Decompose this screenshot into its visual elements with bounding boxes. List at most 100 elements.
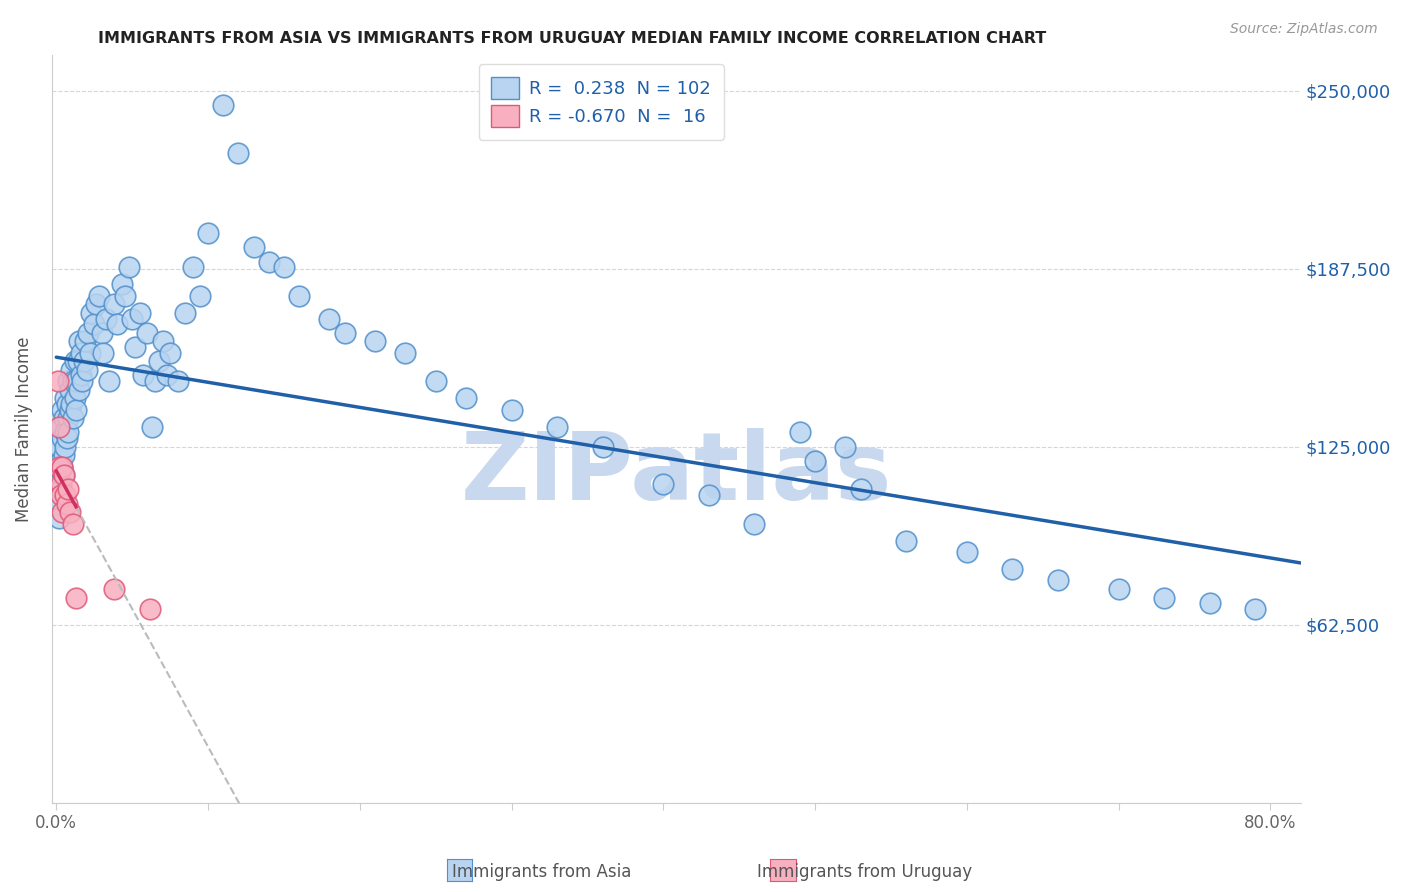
- Point: [159, 345, 181, 359]
- Point: [87, 289, 110, 303]
- Point: [49, 488, 72, 502]
- Point: [174, 306, 197, 320]
- Text: Immigrants from Uruguay: Immigrants from Uruguay: [756, 863, 973, 881]
- Point: [128, 306, 150, 320]
- Point: [59, 505, 82, 519]
- Point: [51, 505, 73, 519]
- Point: [51, 402, 73, 417]
- Point: [333, 326, 356, 340]
- Point: [55, 425, 77, 440]
- Point: [49, 419, 72, 434]
- Point: [103, 297, 125, 311]
- Point: [1198, 596, 1220, 610]
- Point: [90, 326, 112, 340]
- Point: [110, 277, 132, 292]
- Point: [63, 354, 86, 368]
- Point: [49, 454, 72, 468]
- Point: [1244, 602, 1267, 616]
- Point: [143, 374, 166, 388]
- Point: [49, 483, 72, 497]
- Point: [834, 440, 856, 454]
- Point: [166, 374, 188, 388]
- Point: [62, 516, 84, 531]
- Point: [55, 391, 77, 405]
- Point: [744, 516, 766, 531]
- Point: [454, 391, 477, 405]
- Point: [93, 345, 115, 359]
- Point: [141, 419, 163, 434]
- Point: [1153, 591, 1175, 605]
- Point: [77, 326, 100, 340]
- Point: [242, 240, 264, 254]
- Point: [156, 368, 179, 383]
- Point: [318, 311, 340, 326]
- Point: [501, 402, 523, 417]
- Y-axis label: Median Family Income: Median Family Income: [15, 336, 32, 522]
- Point: [66, 354, 89, 368]
- Point: [894, 533, 917, 548]
- Point: [136, 326, 159, 340]
- Point: [58, 374, 80, 388]
- Point: [789, 425, 811, 440]
- Point: [48, 459, 70, 474]
- Point: [58, 483, 80, 497]
- Point: [62, 411, 84, 425]
- Text: Source: ZipAtlas.com: Source: ZipAtlas.com: [1230, 22, 1378, 37]
- Point: [98, 374, 121, 388]
- Point: [56, 431, 79, 445]
- Point: [69, 368, 91, 383]
- Point: [48, 440, 70, 454]
- Point: [51, 431, 73, 445]
- Point: [394, 345, 416, 359]
- Point: [1046, 574, 1069, 588]
- Point: [152, 334, 174, 349]
- Point: [59, 402, 82, 417]
- Point: [63, 391, 86, 405]
- Point: [55, 440, 77, 454]
- Point: [849, 483, 872, 497]
- Point: [48, 511, 70, 525]
- Point: [181, 260, 204, 275]
- Point: [46, 459, 69, 474]
- Point: [103, 582, 125, 596]
- Point: [52, 448, 75, 462]
- Point: [956, 545, 979, 559]
- Point: [56, 397, 79, 411]
- Text: IMMIGRANTS FROM ASIA VS IMMIGRANTS FROM URUGUAY MEDIAN FAMILY INCOME CORRELATION: IMMIGRANTS FROM ASIA VS IMMIGRANTS FROM …: [98, 31, 1046, 46]
- Point: [58, 411, 80, 425]
- Point: [76, 363, 98, 377]
- Point: [132, 368, 155, 383]
- Point: [273, 260, 295, 275]
- Legend: R =  0.238  N = 102, R = -0.670  N =  16: R = 0.238 N = 102, R = -0.670 N = 16: [479, 64, 724, 140]
- Point: [1001, 562, 1024, 576]
- Point: [114, 289, 136, 303]
- Point: [48, 419, 70, 434]
- Point: [121, 311, 143, 326]
- Point: [46, 374, 69, 388]
- Point: [60, 363, 83, 377]
- Point: [1108, 582, 1130, 596]
- Point: [51, 459, 73, 474]
- Point: [52, 468, 75, 483]
- Point: [228, 146, 250, 161]
- Point: [80, 306, 103, 320]
- Text: ZIPatlas: ZIPatlas: [461, 428, 891, 520]
- Point: [65, 374, 87, 388]
- Point: [96, 311, 118, 326]
- Point: [60, 397, 83, 411]
- Point: [58, 425, 80, 440]
- Point: [70, 374, 93, 388]
- Point: [364, 334, 387, 349]
- Point: [105, 317, 128, 331]
- Point: [62, 374, 84, 388]
- Point: [48, 476, 70, 491]
- Point: [190, 289, 212, 303]
- Point: [139, 602, 162, 616]
- Point: [546, 419, 568, 434]
- Point: [67, 334, 90, 349]
- Point: [56, 497, 79, 511]
- Point: [49, 476, 72, 491]
- Point: [84, 297, 107, 311]
- Point: [212, 98, 235, 112]
- Point: [72, 354, 94, 368]
